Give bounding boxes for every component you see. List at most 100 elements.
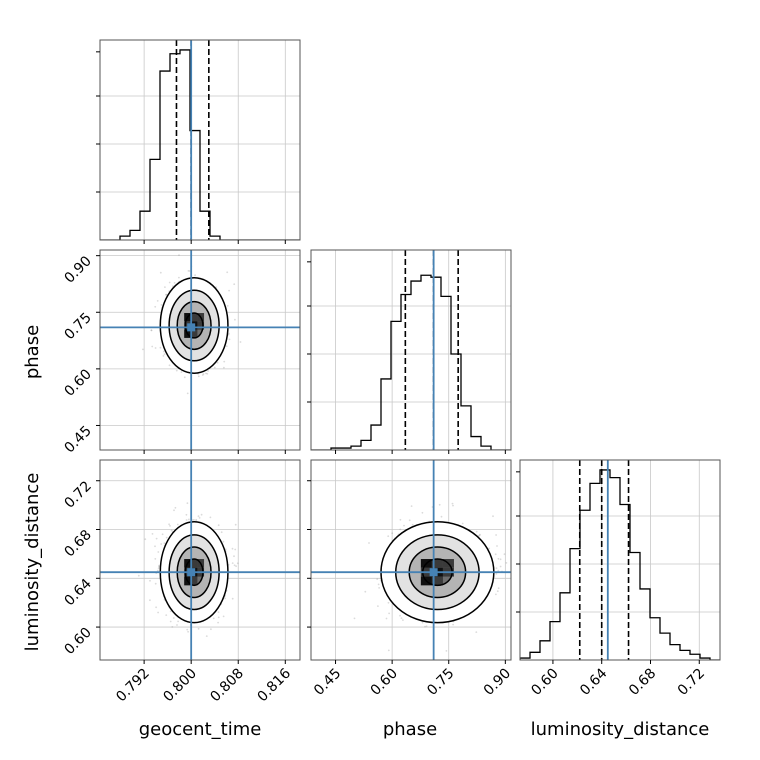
panel-geocent-time-vs-phase-sample-point <box>233 283 236 286</box>
panel-phase-vs-luminosity-distance-sample-point <box>403 524 405 527</box>
hist-phase-plot-area <box>311 250 511 450</box>
panel-phase-vs-luminosity-distance-sample-point <box>478 534 481 537</box>
panel-geocent-time-vs-phase-sample-point <box>228 332 230 335</box>
panel-geocent-time-vs-phase-sample-point <box>164 286 166 288</box>
panel-phase-vs-luminosity-distance-sample-point <box>495 567 498 570</box>
panel-geocent-time-vs-phase-sample-point <box>183 376 186 379</box>
panel-geocent-time-vs-luminosity-distance-sample-point <box>222 540 225 543</box>
panel-geocent-time-vs-phase-sample-point <box>226 305 229 307</box>
hist-luminosity-distance-ticks <box>516 471 700 664</box>
panel-phase-vs-luminosity-distance-sample-point <box>496 590 499 593</box>
hist-geocent-time-frame <box>99 39 301 241</box>
panel-geocent-time-vs-luminosity-distance-sample-point <box>154 582 157 585</box>
panel-geocent-time-vs-phase-sample-point <box>160 304 163 306</box>
panel-geocent-time-vs-luminosity-distance-sample-point <box>155 537 158 540</box>
panel-geocent-time-vs-luminosity-distance-xtick-label-3: 0.816 <box>254 665 294 705</box>
panel-geocent-time-vs-luminosity-distance-ytick-label-3: 0.72 <box>61 478 94 511</box>
hist-geocent-time-ticks <box>96 51 286 244</box>
panel-geocent-time-vs-phase-ticks <box>96 255 286 454</box>
panel-phase-vs-luminosity-distance-ticks <box>307 480 506 664</box>
panel-geocent-time-vs-luminosity-distance-xtick-label-1: 0.800 <box>160 666 200 706</box>
panel-geocent-time-vs-phase-sample-point <box>187 270 190 272</box>
hist-phase-panel <box>307 249 512 454</box>
hist-luminosity-distance-panel: 0.60 0.64 0.68 0.72 <box>516 459 721 699</box>
panel-geocent-time-vs-luminosity-distance-sample-point <box>174 506 177 509</box>
panel-phase-vs-luminosity-distance-xtick-label-2: 0.75 <box>424 666 457 699</box>
panel-phase-vs-luminosity-distance-sample-point <box>494 553 497 556</box>
hist-luminosity-distance-plot-area <box>520 460 720 660</box>
panel-phase-vs-luminosity-distance-sample-point <box>438 503 441 506</box>
panel-geocent-time-vs-luminosity-distance-sample-point <box>169 610 172 613</box>
panel-geocent-time-vs-phase-sample-point <box>150 329 153 332</box>
panel-phase-vs-luminosity-distance-xtick-label-3: 0.90 <box>481 666 514 699</box>
panel-phase-vs-luminosity-distance-sample-point <box>387 601 390 604</box>
panel-geocent-time-vs-phase-sample-point <box>185 241 187 243</box>
panel-geocent-time-vs-phase-sample-point <box>216 361 219 364</box>
panel-geocent-time-vs-phase-sample-point <box>223 366 225 369</box>
panel-phase-vs-luminosity-distance-density-cell-1 <box>431 559 443 568</box>
panel-geocent-time-vs-phase-sample-point <box>159 346 162 349</box>
panel-phase-vs-luminosity-distance-sample-point <box>408 519 411 522</box>
panel-phase-vs-luminosity-distance-sample-point <box>387 649 390 652</box>
hist-luminosity-distance-xtick-label-1: 0.64 <box>577 665 610 698</box>
panel-geocent-time-vs-phase-sample-point <box>186 392 189 395</box>
panel-geocent-time-vs-phase-density-cell-5 <box>190 329 198 338</box>
panel-geocent-time-vs-luminosity-distance-sample-point <box>200 513 203 516</box>
panel-phase-vs-luminosity-distance-sample-point <box>495 573 498 575</box>
panel-geocent-time-vs-luminosity-distance-sample-point <box>171 626 174 628</box>
hist-phase-ticks <box>307 261 506 454</box>
panel-geocent-time-vs-phase-contour-2 <box>168 289 220 362</box>
panel-phase-vs-luminosity-distance-panel: 0.45 0.60 0.75 0.90 <box>307 459 514 699</box>
panel-geocent-time-vs-luminosity-distance-sample-point <box>169 620 172 623</box>
panel-geocent-time-vs-luminosity-distance-sample-point <box>170 529 173 532</box>
panel-phase-vs-luminosity-distance-sample-point <box>400 617 403 619</box>
hist-luminosity-distance-frame <box>519 459 721 661</box>
panel-geocent-time-vs-phase-sample-point <box>154 305 157 308</box>
panel-phase-vs-luminosity-distance-sample-point <box>377 605 379 607</box>
panel-geocent-time-vs-luminosity-distance-sample-point <box>197 627 200 630</box>
panel-phase-vs-luminosity-distance-sample-point <box>496 545 498 547</box>
panel-phase-vs-luminosity-distance-frame <box>310 459 512 661</box>
panel-geocent-time-vs-luminosity-distance-sample-point <box>220 531 223 534</box>
x-axis-label-luminosity-distance: luminosity_distance <box>531 719 710 740</box>
panel-geocent-time-vs-phase-plot-area <box>100 241 300 450</box>
panel-geocent-time-vs-phase-ytick-label-3: 0.90 <box>61 253 94 286</box>
panel-geocent-time-vs-phase-sample-point <box>226 271 229 274</box>
panel-geocent-time-vs-luminosity-distance-truth-marker <box>187 568 196 577</box>
panel-phase-vs-luminosity-distance-sample-point <box>495 593 497 596</box>
panel-phase-vs-luminosity-distance-sample-point <box>445 650 448 652</box>
panel-geocent-time-vs-luminosity-distance-sample-point <box>177 620 180 623</box>
panel-geocent-time-vs-luminosity-distance-ticks <box>96 480 286 664</box>
panel-geocent-time-vs-phase-sample-point <box>201 374 204 376</box>
panel-geocent-time-vs-luminosity-distance-sample-point <box>165 536 168 539</box>
panel-phase-vs-luminosity-distance-sample-point <box>497 557 500 560</box>
panel-geocent-time-vs-luminosity-distance-sample-point <box>188 518 190 521</box>
panel-phase-vs-luminosity-distance-sample-point <box>497 587 500 590</box>
panel-geocent-time-vs-luminosity-distance-sample-point <box>224 597 227 600</box>
panel-geocent-time-vs-luminosity-distance-panel: 0.792 0.800 0.808 0.816 0.60 0.64 0.68 0.72 <box>61 459 301 706</box>
panel-geocent-time-vs-phase-sample-point <box>162 355 165 357</box>
panel-geocent-time-vs-luminosity-distance-density-cell-1 <box>190 559 198 568</box>
panel-geocent-time-vs-luminosity-distance-sample-point <box>156 569 159 572</box>
panel-geocent-time-vs-phase-sample-point <box>207 370 210 372</box>
panel-geocent-time-vs-luminosity-distance-sample-point <box>154 545 156 548</box>
panel-phase-vs-luminosity-distance-sample-point <box>368 542 370 544</box>
panel-geocent-time-vs-luminosity-distance-sample-point <box>169 525 171 527</box>
panel-phase-vs-luminosity-distance-sample-point <box>499 565 502 568</box>
panel-geocent-time-vs-phase-sample-point <box>194 274 197 277</box>
panel-geocent-time-vs-phase-sample-point <box>151 345 154 348</box>
panel-phase-vs-luminosity-distance-sample-point <box>399 518 402 521</box>
panel-geocent-time-vs-phase-sample-point <box>225 345 228 348</box>
panel-phase-vs-luminosity-distance-sample-point <box>495 534 497 536</box>
panel-phase-vs-luminosity-distance-sample-point <box>503 553 506 556</box>
panel-phase-vs-luminosity-distance-sample-point <box>391 532 394 535</box>
panel-phase-vs-luminosity-distance-truth-marker <box>429 568 438 577</box>
hist-phase-step <box>311 274 511 450</box>
panel-phase-vs-luminosity-distance-sample-point <box>387 535 390 538</box>
panel-geocent-time-vs-luminosity-distance-sample-point <box>185 513 188 516</box>
panel-phase-vs-luminosity-distance-sample-point <box>377 583 380 586</box>
panel-geocent-time-vs-phase-ytick-label-2: 0.75 <box>61 310 94 343</box>
panel-geocent-time-vs-luminosity-distance-density-cell-5 <box>190 576 198 586</box>
panel-geocent-time-vs-phase-sample-point <box>162 350 165 353</box>
